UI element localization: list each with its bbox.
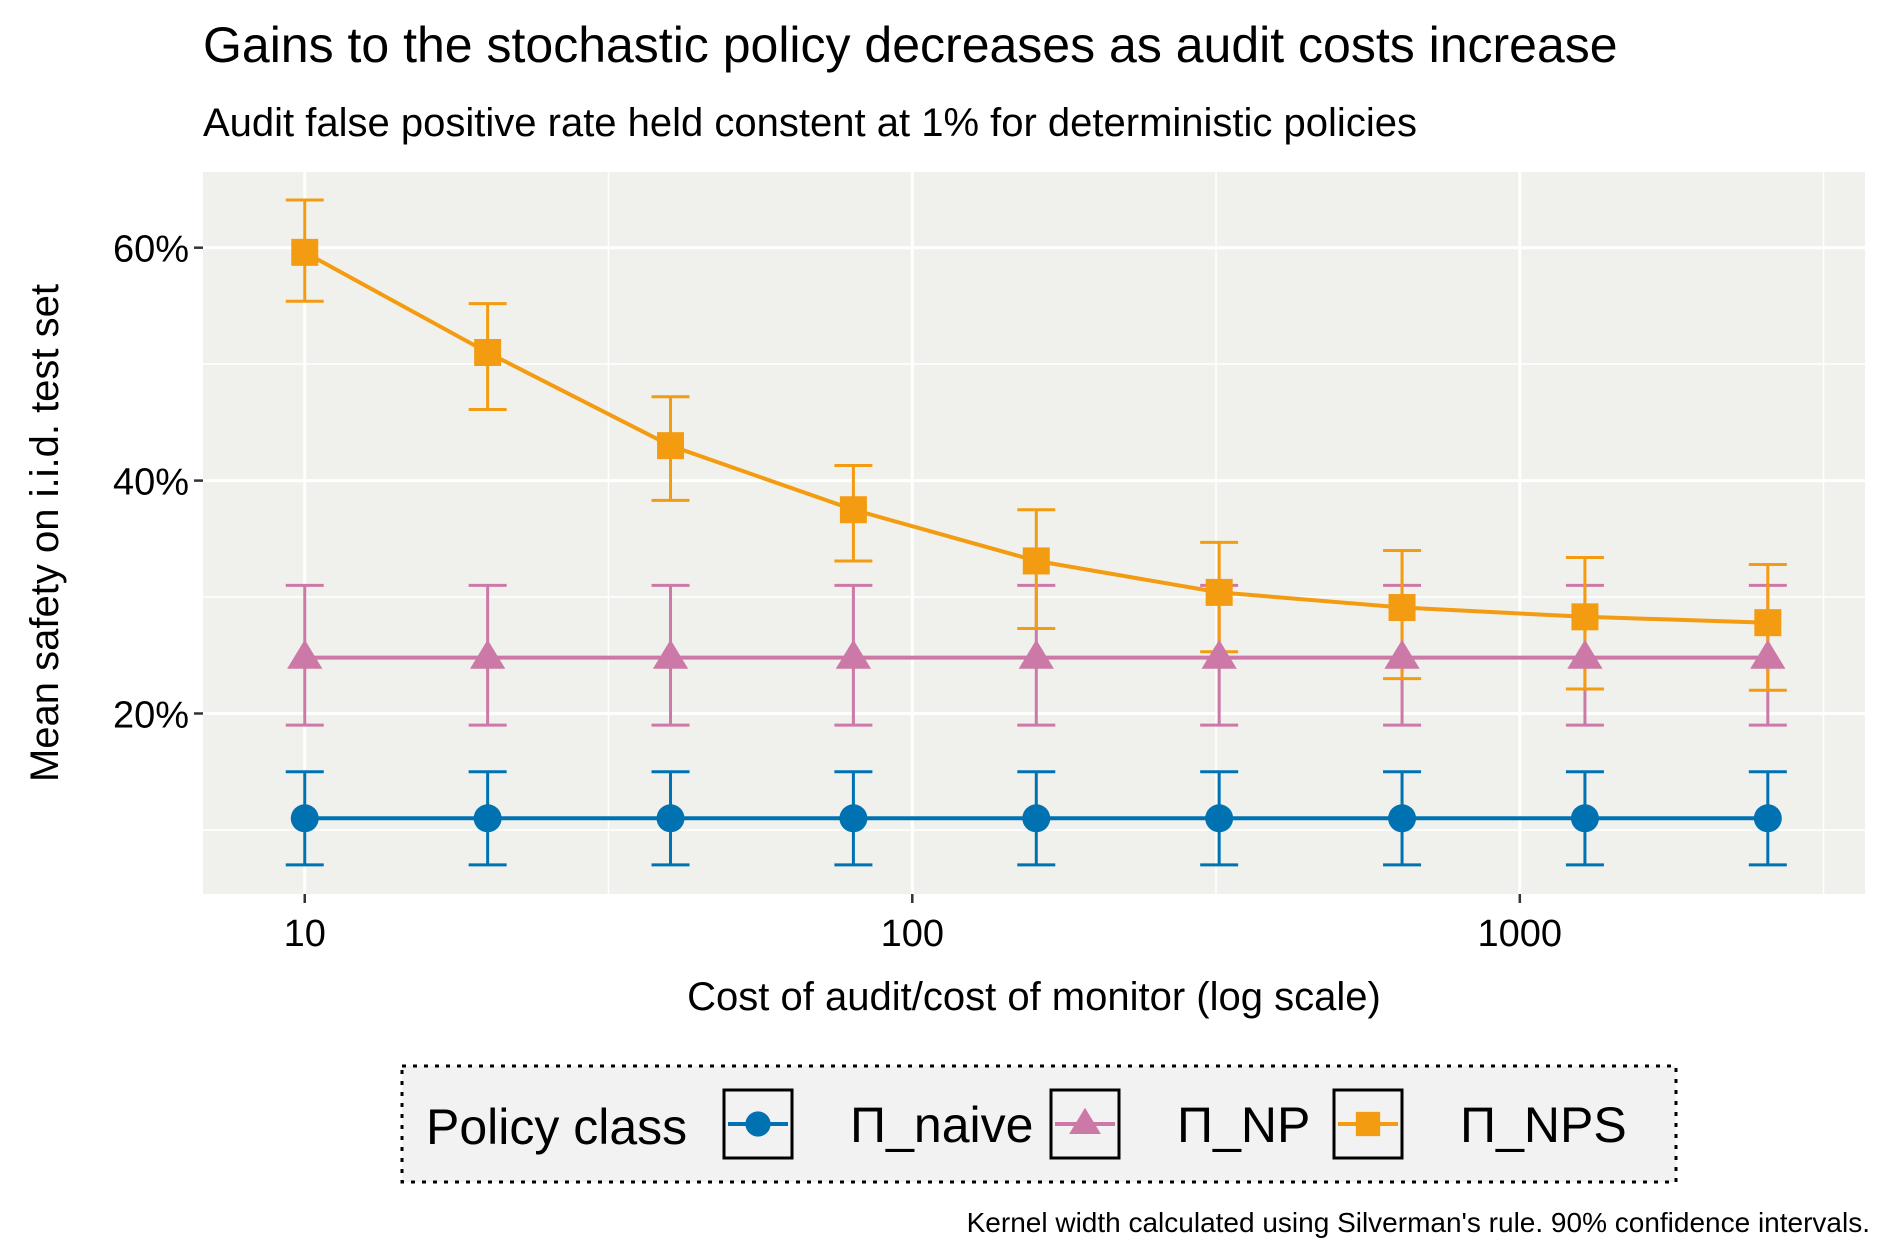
series-1-point (839, 804, 868, 833)
series-2-point (1018, 639, 1054, 669)
x-tick-label: 100 (881, 913, 944, 955)
series-3-point (657, 432, 685, 460)
x-axis-label: Cost of audit/cost of monitor (log scale… (687, 975, 1381, 1019)
y-tick-label: 60% (113, 229, 189, 271)
series-points (287, 238, 1786, 833)
series-2-point (1201, 639, 1237, 669)
y-tick-label: 40% (113, 462, 189, 504)
series-2-point (1750, 639, 1786, 669)
series-2-point (469, 639, 506, 669)
plot-panel (203, 172, 1865, 894)
series-1-point (290, 804, 319, 833)
legend-box (400, 1064, 1678, 1184)
legend-title: Policy class (426, 1099, 687, 1155)
legend: Policy class Π_naive Π_NP Π_NPS (400, 1064, 1678, 1184)
chart-subtitle: Audit false positive rate held constent … (203, 101, 1417, 145)
series-1-point (656, 804, 685, 833)
axes: 20% 40% 60% 10 100 1000 (113, 229, 1562, 955)
series-3-point (1754, 609, 1782, 637)
legend-label-3: Π_NPS (1460, 1097, 1627, 1153)
series-3-point (291, 238, 319, 266)
series-2-point (835, 639, 872, 669)
series-1-point (1570, 804, 1599, 833)
series-1-point (1753, 804, 1782, 833)
legend-key-marker-2 (1069, 1107, 1101, 1135)
series-1-point (1022, 804, 1051, 833)
series-2-point (287, 639, 323, 669)
legend-key-marker-1 (745, 1111, 771, 1137)
chart-title: Gains to the stochastic policy decreases… (203, 17, 1618, 73)
y-tick-label: 20% (113, 695, 189, 737)
series-3-point (1205, 578, 1233, 606)
series-3-point (839, 496, 867, 524)
series-3-point (474, 339, 502, 366)
series-1-point (1205, 804, 1234, 833)
series-1-point (1388, 804, 1417, 833)
chart-caption: Kernel width calculated using Silverman'… (967, 1207, 1870, 1238)
legend-label-2: Π_NP (1177, 1097, 1310, 1153)
series-3-point (1022, 547, 1050, 575)
series-3-point (1388, 594, 1416, 622)
series-2-point (1567, 639, 1603, 669)
legend-items: Π_naive Π_NP Π_NPS (722, 1088, 1627, 1160)
x-tick-label: 1000 (1478, 913, 1563, 955)
x-tick-label: 10 (284, 913, 326, 955)
series-2-point (652, 639, 689, 669)
series-1-point (473, 804, 502, 833)
legend-label-1: Π_naive (850, 1097, 1033, 1153)
series-3-point (1571, 603, 1599, 631)
y-axis-label: Mean safety on i.i.d. test set (23, 284, 67, 782)
legend-key-marker-3 (1355, 1111, 1381, 1137)
series-2-point (1384, 639, 1420, 669)
